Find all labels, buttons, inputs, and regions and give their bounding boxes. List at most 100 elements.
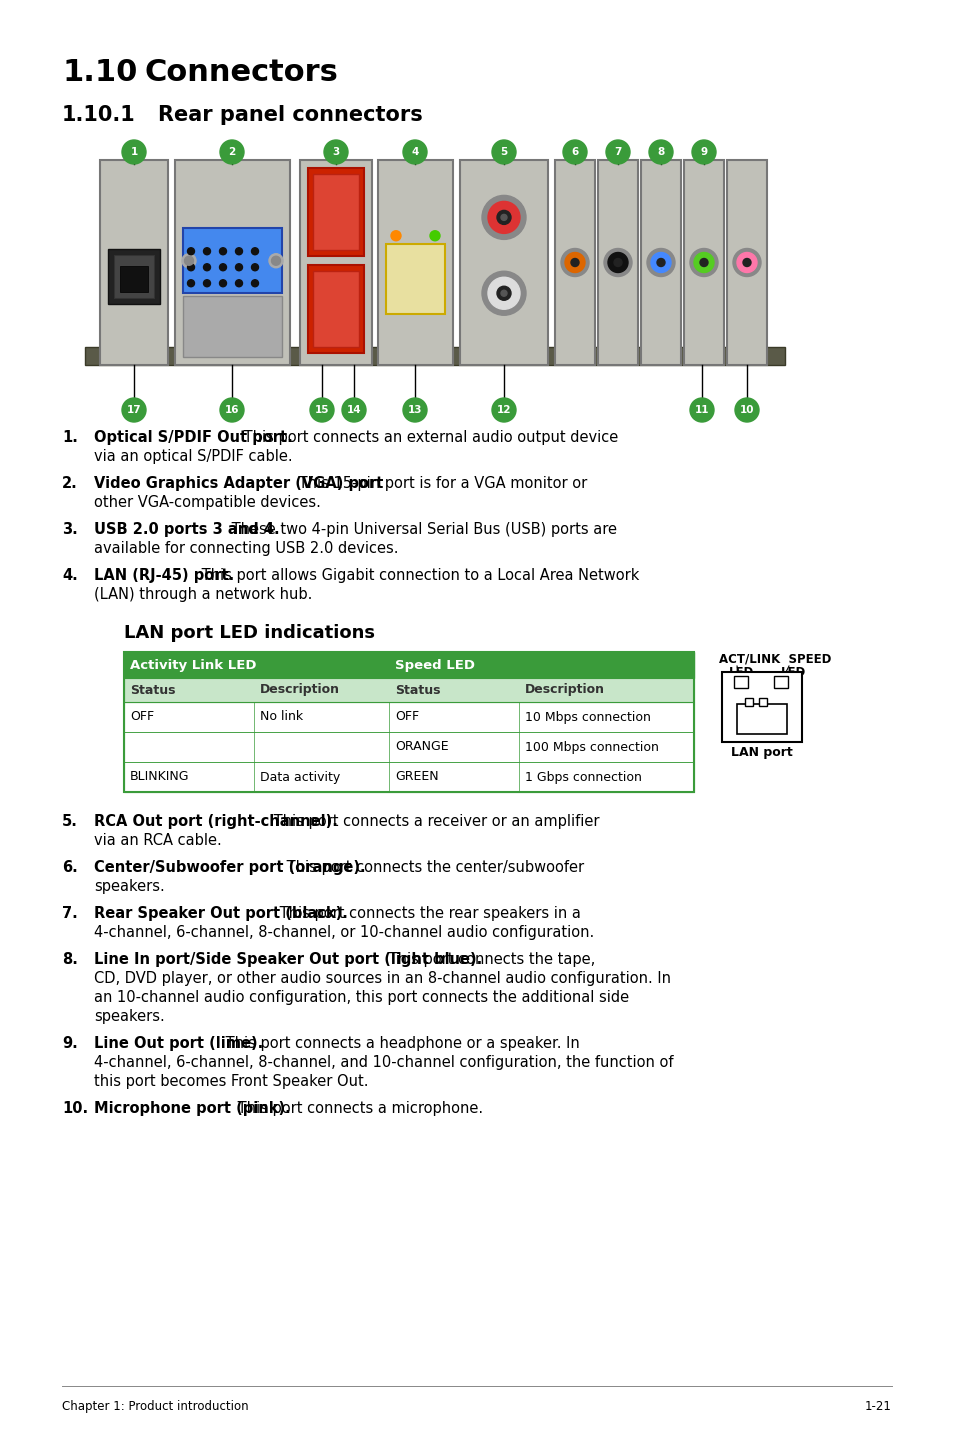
Text: This port connects the center/subwoofer: This port connects the center/subwoofer <box>281 861 583 875</box>
Circle shape <box>391 231 400 241</box>
Text: 9.: 9. <box>62 1035 77 1051</box>
Text: 4.: 4. <box>62 569 77 583</box>
Text: Rear panel connectors: Rear panel connectors <box>158 105 422 125</box>
Circle shape <box>219 279 226 286</box>
Text: Speed LED: Speed LED <box>395 659 475 672</box>
Circle shape <box>693 252 713 272</box>
Text: Video Graphics Adapter (VGA) port: Video Graphics Adapter (VGA) port <box>94 475 383 491</box>
Text: 6.: 6. <box>62 861 77 875</box>
Circle shape <box>700 259 707 266</box>
Text: ACT/LINK  SPEED: ACT/LINK SPEED <box>719 652 830 664</box>
Circle shape <box>737 252 757 272</box>
Text: 1.10: 1.10 <box>62 59 137 87</box>
Text: 10 Mbps connection: 10 Mbps connection <box>524 710 650 723</box>
Bar <box>313 175 358 251</box>
Text: 1.: 1. <box>62 430 78 445</box>
Text: Connectors: Connectors <box>145 59 338 87</box>
Circle shape <box>497 211 511 225</box>
Circle shape <box>492 398 516 422</box>
Circle shape <box>203 263 211 271</box>
Text: 4: 4 <box>411 147 418 158</box>
Circle shape <box>488 202 519 233</box>
Text: Optical S/PDIF Out port.: Optical S/PDIF Out port. <box>94 430 293 445</box>
Bar <box>640 160 680 365</box>
Circle shape <box>203 248 211 255</box>
Text: 7.: 7. <box>62 906 77 921</box>
Bar <box>598 160 638 365</box>
Circle shape <box>691 140 716 165</box>
Circle shape <box>220 140 244 165</box>
Circle shape <box>252 279 258 286</box>
Bar <box>308 265 364 354</box>
Circle shape <box>500 215 506 221</box>
Bar <box>100 160 168 365</box>
Bar <box>773 676 787 687</box>
Text: No link: No link <box>260 710 303 723</box>
Circle shape <box>203 279 211 286</box>
Bar <box>124 702 693 792</box>
Circle shape <box>481 195 525 239</box>
Circle shape <box>219 263 226 271</box>
Circle shape <box>252 263 258 271</box>
Circle shape <box>500 291 506 296</box>
Bar <box>120 265 148 292</box>
Circle shape <box>122 398 146 422</box>
Bar <box>759 697 766 706</box>
Text: 1.10.1: 1.10.1 <box>62 105 135 125</box>
Text: 10: 10 <box>739 405 754 415</box>
Circle shape <box>122 140 146 165</box>
Text: GREEN: GREEN <box>395 770 438 783</box>
Text: 3.: 3. <box>62 523 77 537</box>
Text: Rear Speaker Out port (black).: Rear Speaker Out port (black). <box>94 906 348 921</box>
Circle shape <box>310 398 334 422</box>
Text: BLINKING: BLINKING <box>130 770 190 783</box>
Text: OFF: OFF <box>395 710 418 723</box>
Text: 1 Gbps connection: 1 Gbps connection <box>524 770 641 783</box>
Text: 12: 12 <box>497 405 511 415</box>
Circle shape <box>562 140 586 165</box>
Text: 14: 14 <box>346 405 361 415</box>
Text: This port connects a headphone or a speaker. In: This port connects a headphone or a spea… <box>221 1035 579 1051</box>
Text: 17: 17 <box>127 405 141 415</box>
Circle shape <box>657 259 664 266</box>
Text: LED: LED <box>728 666 754 679</box>
Text: via an optical S/PDIF cable.: via an optical S/PDIF cable. <box>94 450 293 464</box>
Text: 3: 3 <box>332 147 339 158</box>
Bar <box>174 160 290 365</box>
Bar <box>459 160 547 365</box>
Text: 4-channel, 6-channel, 8-channel, or 10-channel audio configuration.: 4-channel, 6-channel, 8-channel, or 10-c… <box>94 925 594 939</box>
Circle shape <box>252 248 258 255</box>
Text: USB 2.0 ports 3 and 4.: USB 2.0 ports 3 and 4. <box>94 523 279 537</box>
Bar <box>737 705 786 735</box>
Text: 100 Mbps connection: 100 Mbps connection <box>524 740 659 753</box>
Text: This port connects a microphone.: This port connects a microphone. <box>233 1101 483 1116</box>
Text: 16: 16 <box>225 405 239 415</box>
Bar <box>113 255 153 298</box>
Text: 4-channel, 6-channel, 8-channel, and 10-channel configuration, the function of: 4-channel, 6-channel, 8-channel, and 10-… <box>94 1055 673 1070</box>
Text: 8: 8 <box>657 147 664 158</box>
Circle shape <box>182 253 195 268</box>
Circle shape <box>614 259 621 266</box>
Text: speakers.: speakers. <box>94 1010 165 1024</box>
Circle shape <box>689 398 713 422</box>
Circle shape <box>646 249 675 276</box>
Text: Line Out port (lime).: Line Out port (lime). <box>94 1035 263 1051</box>
Circle shape <box>734 398 759 422</box>
Circle shape <box>235 263 242 271</box>
Text: 9: 9 <box>700 147 707 158</box>
Circle shape <box>430 231 439 241</box>
Circle shape <box>235 279 242 286</box>
Bar <box>183 295 282 357</box>
Text: Status: Status <box>130 683 175 696</box>
Text: 2.: 2. <box>62 475 77 491</box>
Text: LAN port: LAN port <box>730 746 792 759</box>
Circle shape <box>188 263 194 271</box>
Text: 7: 7 <box>614 147 621 158</box>
Bar <box>377 160 453 365</box>
Text: 2: 2 <box>228 147 235 158</box>
Circle shape <box>235 248 242 255</box>
Circle shape <box>650 252 670 272</box>
Text: This port allows Gigabit connection to a Local Area Network: This port allows Gigabit connection to a… <box>196 569 639 583</box>
Bar <box>85 347 784 365</box>
Circle shape <box>188 248 194 255</box>
